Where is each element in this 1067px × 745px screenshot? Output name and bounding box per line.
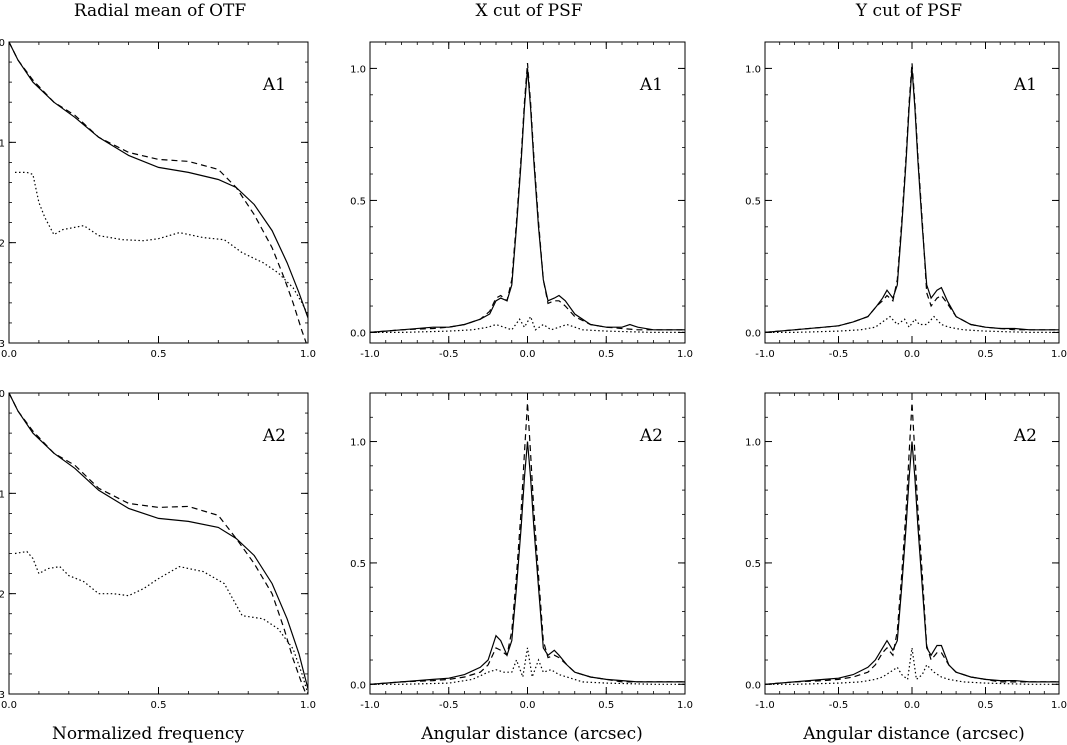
x-tick-label: -0.5 xyxy=(439,349,459,360)
panels-group: 0.00.51.00-1-2-3A1-1.0-0.50.00.51.00.00.… xyxy=(0,38,1067,711)
y-tick-label: 1.0 xyxy=(350,438,366,449)
series-line-solid xyxy=(9,393,308,690)
panel-label: A1 xyxy=(1013,75,1037,95)
y-tick-label: -3 xyxy=(0,339,5,350)
xlabel-xcut: Angular distance (arcsec) xyxy=(420,724,642,744)
y-tick-label: 0.5 xyxy=(350,559,366,570)
x-tick-label: 1.0 xyxy=(300,349,316,360)
y-tick-label: -2 xyxy=(0,239,5,250)
x-tick-label: 0.0 xyxy=(1,349,17,360)
series-line-solid xyxy=(370,441,685,685)
panel-a2-4: -1.0 -0.5 0.0 0.5 1.0 0.0 0.5 1.0 A2 xyxy=(350,392,693,711)
y-tick-label: 0.5 xyxy=(745,559,761,570)
x-tick-label: 0.0 xyxy=(520,700,536,711)
series-line-dashed xyxy=(370,402,685,685)
x-tick-label: 0.0 xyxy=(520,349,536,360)
panel-label: A2 xyxy=(639,426,663,446)
column-title-ycut: Y cut of PSF xyxy=(855,1,962,21)
y-tick-label: 0.0 xyxy=(350,680,366,691)
series-line-solid xyxy=(765,68,1059,333)
x-tick-label: 0.5 xyxy=(978,700,994,711)
x-tick-label: -1.0 xyxy=(755,349,775,360)
y-tick-label: 1.0 xyxy=(745,438,761,449)
axes-frame xyxy=(369,41,686,344)
series-line-dotted xyxy=(15,171,308,316)
x-tick-label: -0.5 xyxy=(829,700,849,711)
x-tick-label: -0.5 xyxy=(829,349,849,360)
series-line-dashed xyxy=(765,63,1059,333)
x-tick-label: 1.0 xyxy=(1051,700,1067,711)
panel-a1-2: -1.0 -0.5 0.0 0.5 1.0 0.0 0.5 1.0 A1 xyxy=(745,41,1067,360)
column-title-otf: Radial mean of OTF xyxy=(74,1,246,21)
x-tick-label: 0.5 xyxy=(598,700,614,711)
x-tick-label: 0.5 xyxy=(598,349,614,360)
y-tick-label: -1 xyxy=(0,489,5,500)
x-tick-label: 1.0 xyxy=(677,700,693,711)
x-tick-label: 0.5 xyxy=(151,700,167,711)
y-tick-label: 0.5 xyxy=(745,196,761,207)
xlabel-otf: Normalized frequency xyxy=(52,724,245,744)
x-tick-label: -1.0 xyxy=(360,349,380,360)
series-line-dashed xyxy=(9,42,307,343)
series-line-dotted xyxy=(370,315,685,333)
y-tick-label: 0 xyxy=(0,38,5,49)
y-tick-label: -2 xyxy=(0,590,5,601)
y-tick-label: 1.0 xyxy=(745,64,761,75)
panel-a1-0: 0.0 0.5 1.0 0 -1 -2 -3 A1 xyxy=(0,38,316,360)
x-tick-label: 1.0 xyxy=(300,700,316,711)
series-line-dashed xyxy=(370,63,685,333)
x-tick-label: -0.5 xyxy=(439,700,459,711)
panel-a2-5: -1.0 -0.5 0.0 0.5 1.0 0.0 0.5 1.0 A2 xyxy=(745,392,1067,711)
x-tick-label: 0.5 xyxy=(978,349,994,360)
panel-label: A1 xyxy=(262,75,286,95)
panel-label: A1 xyxy=(639,75,663,95)
column-title-xcut: X cut of PSF xyxy=(475,1,582,21)
x-tick-label: -1.0 xyxy=(360,700,380,711)
series-line-dotted xyxy=(14,550,308,694)
series-line-dotted xyxy=(765,647,1059,685)
y-tick-label: 0.0 xyxy=(745,680,761,691)
x-tick-label: 0.5 xyxy=(151,349,167,360)
series-line-solid xyxy=(9,42,308,319)
series-line-dashed xyxy=(9,393,307,694)
series-line-solid xyxy=(765,441,1059,685)
y-tick-label: -1 xyxy=(0,138,5,149)
xlabel-ycut: Angular distance (arcsec) xyxy=(802,724,1024,744)
series-line-solid xyxy=(370,68,685,333)
series-line-dashed xyxy=(765,402,1059,685)
x-tick-label: 0.0 xyxy=(904,700,920,711)
y-tick-label: 0.0 xyxy=(745,328,761,339)
y-tick-label: 0.5 xyxy=(350,196,366,207)
y-tick-label: 1.0 xyxy=(350,64,366,75)
x-tick-label: 1.0 xyxy=(1051,349,1067,360)
panel-label: A2 xyxy=(1013,426,1037,446)
x-tick-label: 1.0 xyxy=(677,349,693,360)
panel-a1-1: -1.0 -0.5 0.0 0.5 1.0 0.0 0.5 1.0 A1 xyxy=(350,41,693,360)
panel-a2-3: 0.0 0.5 1.0 0 -1 -2 -3 A2 xyxy=(0,389,316,711)
y-tick-label: -3 xyxy=(0,690,5,701)
series-line-dotted xyxy=(370,647,685,685)
x-tick-label: 0.0 xyxy=(904,349,920,360)
x-tick-label: 0.0 xyxy=(1,700,17,711)
panel-label: A2 xyxy=(262,426,286,446)
y-tick-label: 0.0 xyxy=(350,328,366,339)
y-tick-label: 0 xyxy=(0,389,5,400)
x-tick-label: -1.0 xyxy=(755,700,775,711)
